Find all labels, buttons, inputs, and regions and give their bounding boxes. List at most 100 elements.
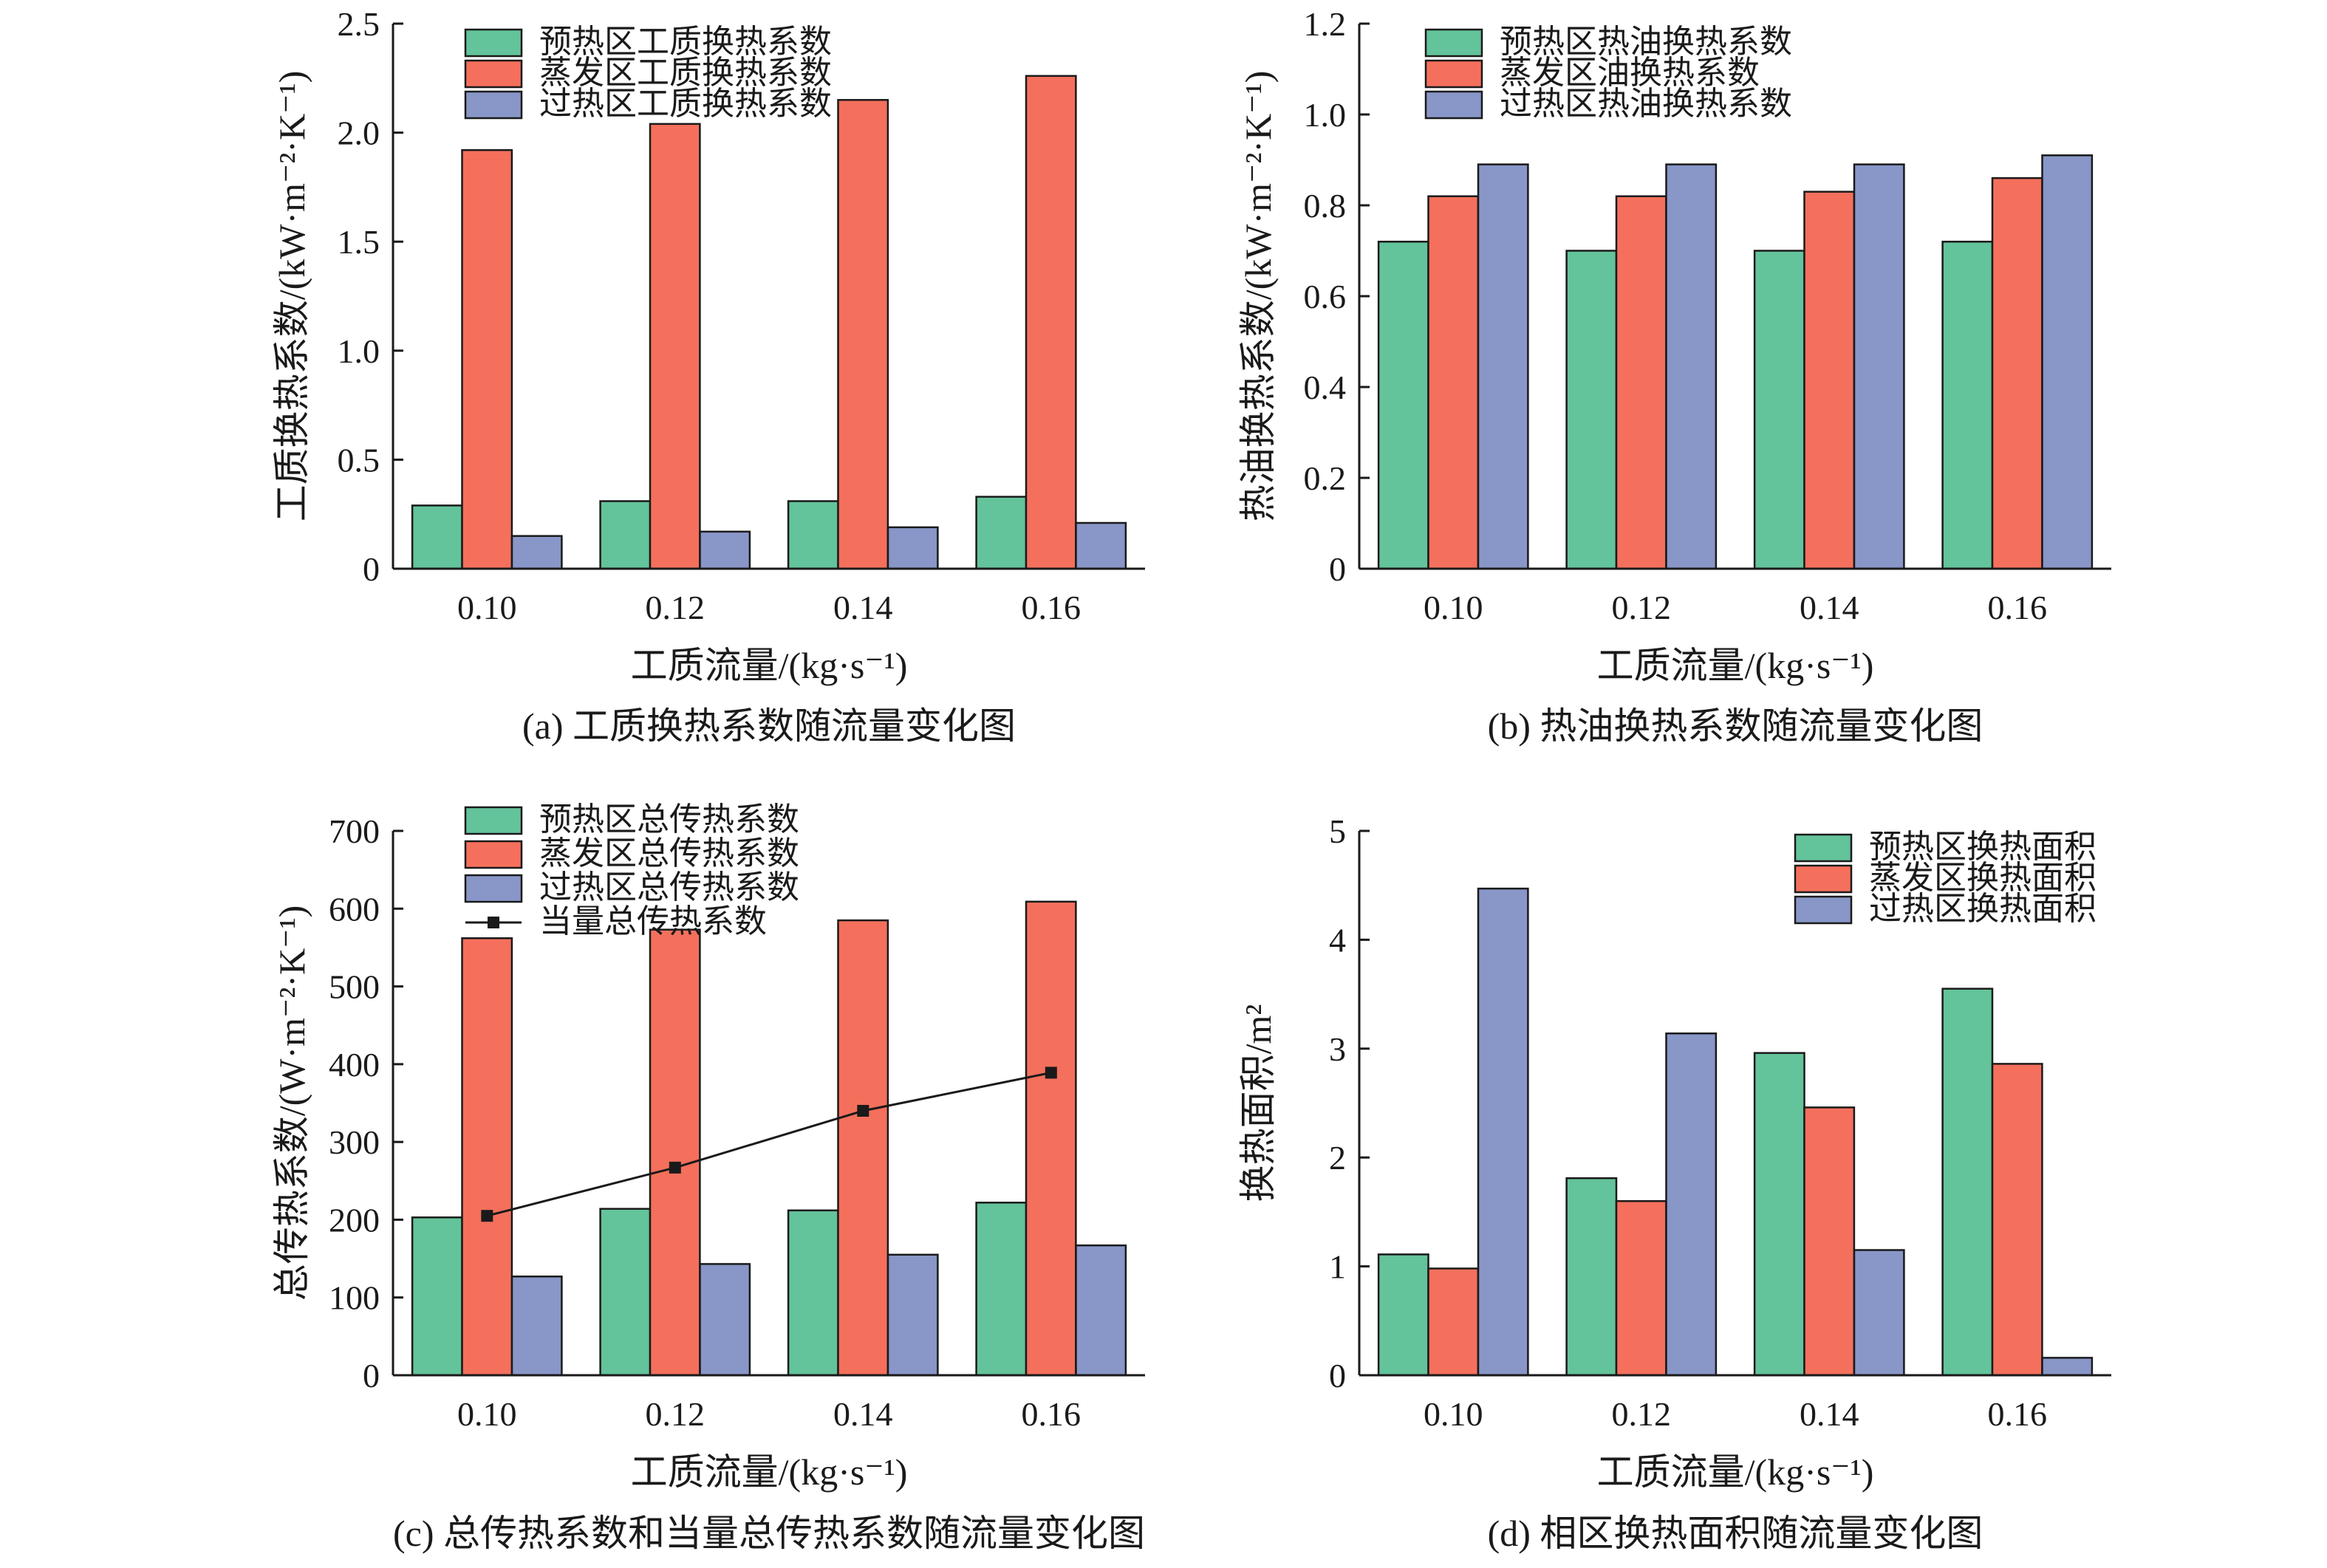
y-axis-title-c: 总传热系数/(W·m⁻²·K⁻¹)	[271, 905, 312, 1301]
y-tick-label-b-0: 0	[1329, 550, 1346, 588]
bar-c-s2-0	[510, 1276, 563, 1377]
bar-a-s1-0	[461, 148, 513, 570]
bar-d-s1-1	[1615, 1199, 1667, 1377]
caption-a: (a) 工质换热系数随流量变化图	[522, 705, 1016, 747]
bar-b-s0-2	[1753, 250, 1805, 570]
y-tick-label-a-2: 1.0	[338, 332, 380, 370]
bar-d-s2-3	[2041, 1357, 2094, 1377]
bar-a-s2-0	[510, 535, 563, 570]
x-tick-label-c-2: 0.14	[833, 1395, 893, 1433]
bar-c-s2-1	[699, 1263, 751, 1377]
bar-c-s1-0	[461, 937, 513, 1377]
bar-a-s1-3	[1025, 75, 1077, 570]
x-tick-label-b-1: 0.12	[1612, 589, 1672, 626]
bar-b-s0-1	[1565, 250, 1618, 570]
bar-c-s0-1	[599, 1208, 652, 1377]
x-tick-label-b-0: 0.10	[1424, 589, 1483, 626]
y-tick-label-d-1: 1	[1329, 1248, 1346, 1286]
x-tick-label-a-2: 0.14	[833, 589, 893, 626]
bar-b-s1-0	[1427, 195, 1480, 570]
legend-swatch-c-2	[464, 874, 523, 903]
y-tick-label-c-1: 100	[329, 1279, 380, 1317]
bar-c-s0-0	[411, 1216, 463, 1377]
x-tick-label-c-1: 0.12	[646, 1395, 705, 1433]
bar-b-s1-3	[1991, 177, 2043, 570]
x-tick-label-d-0: 0.10	[1424, 1395, 1483, 1433]
y-tick-label-d-2: 2	[1329, 1139, 1346, 1177]
line-equivalent-coefficient	[486, 1071, 1052, 1217]
bar-c-s1-1	[649, 928, 701, 1377]
x-axis-title-c: 工质流量/(kg·s⁻¹)	[631, 1451, 908, 1493]
bar-a-s1-1	[649, 123, 701, 570]
legend-line-marker	[488, 917, 499, 928]
legend-swatch-d-0	[1794, 833, 1853, 863]
y-tick-label-a-1: 0.5	[338, 441, 380, 479]
x-tick-label-a-1: 0.12	[646, 589, 705, 626]
y-tick-label-b-1: 0.2	[1304, 459, 1347, 497]
legend-label-a-2: 过热区工质换热系数	[539, 86, 832, 122]
caption-d: (d) 相区换热面积随流量变化图	[1488, 1513, 1983, 1554]
legend-label-c-2: 过热区总传热系数	[539, 869, 799, 905]
legend-label-line: 当量总传热系数	[539, 903, 767, 939]
chart-panel-b: 0 0.2 0.4 0.6 0.8 1.0 1.2 0.10 0.12 0.14 0.16 工质流量/…	[1237, 5, 2111, 747]
bar-c-s2-3	[1075, 1244, 1127, 1377]
bar-a-s0-3	[975, 496, 1028, 570]
x-tick-label-a-3: 0.16	[1022, 589, 1082, 626]
caption-c: (c) 总传热系数和当量总传热系数随流量变化图	[393, 1513, 1145, 1554]
y-tick-label-b-2: 0.4	[1304, 369, 1347, 406]
bar-c-s1-2	[837, 919, 889, 1377]
legend-swatch-d-1	[1794, 864, 1853, 894]
y-tick-label-d-4: 4	[1329, 921, 1346, 959]
y-tick-label-c-4: 400	[329, 1046, 380, 1083]
x-tick-label-b-2: 0.14	[1800, 589, 1859, 626]
x-tick-label-a-0: 0.10	[457, 589, 517, 626]
legend-swatch-b-0	[1424, 28, 1483, 58]
legend-label-d-2: 过热区换热面积	[1869, 891, 2097, 927]
bar-d-s0-2	[1753, 1052, 1805, 1377]
bar-b-s1-1	[1615, 195, 1667, 570]
legend-swatch-d-2	[1794, 895, 1853, 925]
x-axis-title-d: 工质流量/(kg·s⁻¹)	[1597, 1451, 1874, 1493]
y-axis-title-a: 工质换热系数/(kW·m⁻²·K⁻¹)	[271, 71, 312, 521]
y-tick-label-a-4: 2.0	[338, 114, 380, 152]
legend-swatch-a-1	[464, 59, 523, 89]
bar-a-s0-2	[787, 500, 839, 570]
legend-label-c-0: 预热区总传热系数	[539, 801, 799, 838]
chart-panel-c: 0 100 200 300 400 500 600 700 0.10 0.12 0.14 0.16 工质…	[271, 801, 1145, 1554]
legend-swatch-a-0	[464, 28, 523, 58]
bar-b-s2-2	[1853, 163, 1905, 570]
legend-label-a-1: 蒸发区工质换热系数	[539, 55, 832, 91]
bar-d-s0-1	[1565, 1177, 1618, 1377]
x-tick-label-b-3: 0.16	[1988, 589, 2048, 626]
bar-c-s0-2	[787, 1209, 839, 1377]
bar-d-s0-3	[1941, 987, 1994, 1377]
bar-a-s2-3	[1075, 521, 1127, 570]
bar-b-s1-2	[1803, 191, 1856, 570]
bar-a-s0-1	[599, 500, 652, 570]
bar-d-s0-0	[1377, 1253, 1429, 1377]
y-tick-label-a-0: 0	[363, 550, 380, 588]
bar-b-s2-3	[2041, 154, 2094, 570]
bar-d-s2-0	[1477, 887, 1529, 1377]
legend-label-c-1: 蒸发区总传热系数	[539, 835, 799, 872]
bar-b-s0-0	[1377, 240, 1429, 570]
bar-c-s0-3	[975, 1202, 1028, 1377]
line-marker-3	[1045, 1067, 1057, 1079]
bar-a-s2-1	[699, 530, 751, 570]
bar-a-s1-2	[837, 99, 889, 570]
y-tick-label-c-2: 200	[329, 1201, 380, 1239]
chart-panel-d: 0 1 2 3 4 5 0.10 0.12 0.14 0.16 工质流量/(kg·s⁻¹) 换热面积/…	[1237, 812, 2111, 1554]
legend-label-d-0: 预热区换热面积	[1869, 829, 2097, 865]
line-marker-1	[669, 1161, 681, 1174]
legend-swatch-b-1	[1424, 59, 1483, 89]
bar-d-s2-1	[1665, 1032, 1718, 1377]
chart-panel-a: 0 0.5 1.0 1.5 2.0 2.5 0.10 0.12 0.14 0.16 工质流量/(kg…	[271, 5, 1145, 747]
bar-d-s1-2	[1803, 1106, 1856, 1377]
bar-d-s1-0	[1427, 1267, 1480, 1377]
bar-a-s0-0	[411, 504, 463, 570]
x-tick-label-d-2: 0.14	[1800, 1395, 1859, 1433]
y-tick-label-a-5: 2.5	[338, 5, 380, 43]
legend-label-a-0: 预热区工质换热系数	[539, 24, 832, 60]
